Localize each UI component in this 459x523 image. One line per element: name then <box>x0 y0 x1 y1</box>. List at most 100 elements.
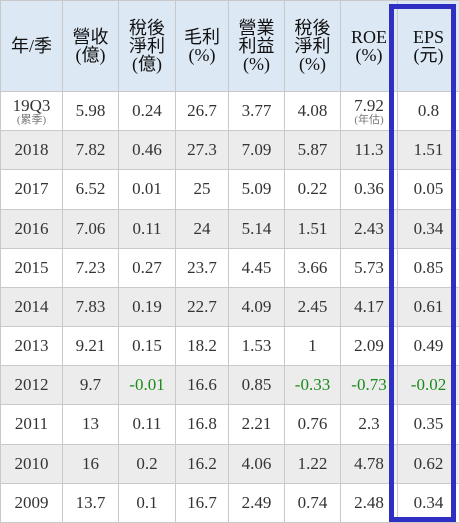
cell-revenue: 6.52 <box>62 169 119 210</box>
cell-revenue: 5.98 <box>62 90 119 132</box>
cell-value: 7.83 <box>75 296 106 316</box>
table-body: 19Q3 (累季) 5.98 0.24 26.7 3.77 4.08 7.92 (年估) 0.8 2… <box>0 90 459 523</box>
cell-value: 2.48 <box>354 492 384 512</box>
cell-op-margin: 4.06 <box>228 443 285 484</box>
table-row: 2009 13.7 0.1 16.7 2.49 0.74 2.48 0.34 <box>0 482 459 523</box>
cell-value: 5.73 <box>354 257 384 277</box>
cell-period: 2017 <box>0 169 63 210</box>
cell-value: 0.1 <box>136 492 158 512</box>
cell-value: 11.3 <box>354 140 384 160</box>
header-net-income: 稅後 淨利 (億) <box>118 0 176 92</box>
cell-net-margin: 0.76 <box>284 404 341 445</box>
header-net-income-l2: 淨利 <box>129 36 165 56</box>
cell-eps: 0.49 <box>397 326 459 367</box>
header-row: 年/季 營收 (億) 稅後 淨利 (億) 毛利 (%) 營業 利益 (%) 稅後 淨利 (%) ROE (%)… <box>0 0 459 92</box>
cell-period: 2010 <box>0 443 63 484</box>
header-net-margin-l3: (%) <box>299 54 326 74</box>
cell-value: 25 <box>193 179 211 199</box>
header-operating-margin-l3: (%) <box>243 54 270 74</box>
table-row: 2016 7.06 0.11 24 5.14 1.51 2.43 0.34 <box>0 208 459 249</box>
table-row: 2012 9.7 -0.01 16.6 0.85 -0.33 -0.73 -0.02 <box>0 365 459 406</box>
cell-value: 7.06 <box>75 218 106 238</box>
cell-revenue: 9.7 <box>62 365 119 406</box>
cell-value: 5.14 <box>241 218 272 238</box>
cell-value: 7.92 <box>354 95 384 115</box>
cell-value: 0.15 <box>132 336 162 356</box>
cell-value: 9.7 <box>79 375 102 395</box>
cell-value: 2.45 <box>297 296 328 316</box>
cell-value: 2014 <box>14 296 49 316</box>
cell-value: 1.51 <box>297 218 328 238</box>
cell-value: 5.98 <box>75 101 106 121</box>
cell-value: 2.21 <box>241 414 272 434</box>
cell-value: 1 <box>308 336 317 356</box>
cell-value: 1.53 <box>241 336 272 356</box>
cell-value: 0.34 <box>413 492 444 512</box>
header-gross-margin-l1: 毛利 <box>184 27 220 47</box>
cell-eps: 0.8 <box>397 90 459 132</box>
cell-value: 0.01 <box>132 179 162 199</box>
cell-roe: 11.3 <box>340 130 398 171</box>
cell-value: 3.66 <box>297 257 328 277</box>
cell-value: 2.49 <box>241 492 272 512</box>
cell-value: 3.77 <box>241 101 272 121</box>
cell-value: 4.45 <box>241 257 272 277</box>
cell-net-income: 0.01 <box>118 169 176 210</box>
header-period: 年/季 <box>0 0 63 92</box>
cell-gross-margin: 16.6 <box>175 365 229 406</box>
cell-net-income: 0.27 <box>118 247 176 288</box>
header-net-margin-l1: 稅後 <box>294 18 331 38</box>
cell-value: 13 <box>82 414 99 434</box>
cell-value: 0.22 <box>297 179 328 199</box>
cell-value: 19Q3 <box>12 95 51 115</box>
header-period-l1: 年/季 <box>10 36 52 56</box>
cell-roe: 5.73 <box>340 247 398 288</box>
cell-value: 24 <box>193 218 211 238</box>
header-net-income-l1: 稅後 <box>129 18 165 38</box>
cell-roe: -0.73 <box>340 365 398 406</box>
cell-roe: 2.3 <box>340 404 398 445</box>
cell-gross-margin: 16.7 <box>175 482 229 523</box>
cell-net-margin: 2.45 <box>284 286 341 328</box>
cell-gross-margin: 18.2 <box>175 326 229 367</box>
cell-revenue: 7.83 <box>62 286 119 328</box>
cell-note: (累季) <box>16 113 47 126</box>
cell-revenue: 9.21 <box>62 326 119 367</box>
cell-eps: -0.02 <box>397 365 459 406</box>
cell-value: 7.09 <box>241 140 272 160</box>
table-row: 2015 7.23 0.27 23.7 4.45 3.66 5.73 0.85 <box>0 247 459 288</box>
cell-roe: 7.92 (年估) <box>340 90 398 132</box>
cell-value: 18.2 <box>187 336 217 356</box>
cell-value: 0.85 <box>413 257 444 277</box>
cell-value: 0.36 <box>354 179 384 199</box>
cell-value: 2017 <box>14 179 49 199</box>
cell-value: 27.3 <box>187 140 217 160</box>
header-net-income-l3: (億) <box>132 54 162 74</box>
cell-value: 4.08 <box>297 101 328 121</box>
cell-gross-margin: 16.2 <box>175 443 229 484</box>
cell-roe: 4.17 <box>340 286 398 328</box>
cell-value: 4.78 <box>354 453 384 473</box>
cell-period: 2013 <box>0 326 63 367</box>
cell-net-income: 0.11 <box>118 404 176 445</box>
cell-value: 0.27 <box>132 257 162 277</box>
cell-net-income: 0.24 <box>118 90 176 132</box>
cell-value: 0.74 <box>297 492 328 512</box>
cell-value: 0.11 <box>132 218 162 238</box>
cell-period: 2018 <box>0 130 63 171</box>
cell-period: 2016 <box>0 208 63 249</box>
header-revenue: 營收 (億) <box>62 0 119 92</box>
header-eps-l2: (元) <box>413 45 444 65</box>
cell-value: 0.76 <box>297 414 328 434</box>
cell-value: -0.73 <box>351 375 387 395</box>
cell-net-margin: 0.74 <box>284 482 341 523</box>
cell-note: (年估) <box>354 113 384 126</box>
header-operating-margin-l2: 利益 <box>238 36 275 56</box>
cell-value: 0.11 <box>132 414 162 434</box>
cell-net-income: 0.1 <box>118 482 176 523</box>
cell-value: 2013 <box>14 336 49 356</box>
header-eps-l1: EPS <box>412 27 445 47</box>
cell-eps: 1.51 <box>397 130 459 171</box>
cell-op-margin: 1.53 <box>228 326 285 367</box>
cell-net-margin: 5.87 <box>284 130 341 171</box>
